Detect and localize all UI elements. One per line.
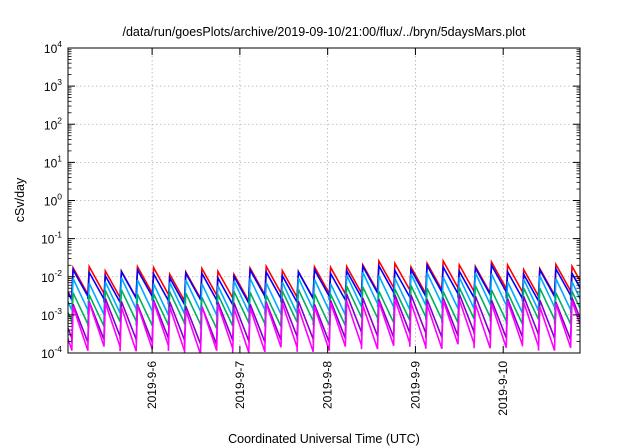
y-tick-label: 10-4 — [41, 344, 62, 361]
plot-area — [68, 258, 580, 353]
y-tick-label: 10-3 — [41, 306, 62, 323]
x-tick-label: 2019-9-7 — [233, 361, 247, 409]
grid — [68, 48, 580, 353]
y-tick-label: 10-2 — [41, 268, 62, 285]
x-tick-label: 2019-9-10 — [496, 361, 510, 416]
y-tick-label: 104 — [44, 39, 62, 56]
y-axis: 10-4 10-3 10-2 10-1 100 101 102 103 104 — [41, 39, 580, 361]
x-axis-label: Coordinated Universal Time (UTC) — [228, 432, 420, 446]
y-tick-label: 103 — [44, 77, 62, 94]
series-line — [68, 298, 580, 353]
x-tick-label: 2019-9-8 — [321, 361, 335, 409]
y-tick-label: 10-1 — [41, 230, 62, 247]
chart-title: /data/run/goesPlots/archive/2019-09-10/2… — [122, 25, 526, 39]
x-tick-label: 2019-9-9 — [408, 361, 422, 409]
x-tick-label: 2019-9-6 — [145, 361, 159, 409]
y-tick-label: 101 — [44, 153, 62, 170]
x-axis: 2019-9-6 2019-9-7 2019-9-8 2019-9-9 2019-9-1… — [145, 48, 510, 416]
y-axis-label: cSv/day — [13, 177, 27, 222]
y-tick-label: 102 — [44, 115, 62, 132]
y-tick-label: 100 — [44, 192, 62, 209]
